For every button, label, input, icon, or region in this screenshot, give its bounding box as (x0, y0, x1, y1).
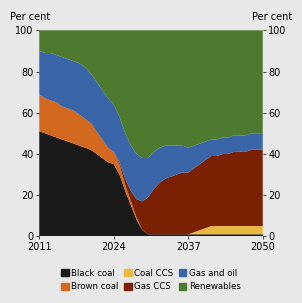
Text: Per cent: Per cent (10, 12, 50, 22)
Text: Per cent: Per cent (252, 12, 292, 22)
Legend: Black coal, Brown coal, Coal CCS, Gas CCS, Gas and oil, Renewables: Black coal, Brown coal, Coal CCS, Gas CC… (58, 265, 244, 295)
